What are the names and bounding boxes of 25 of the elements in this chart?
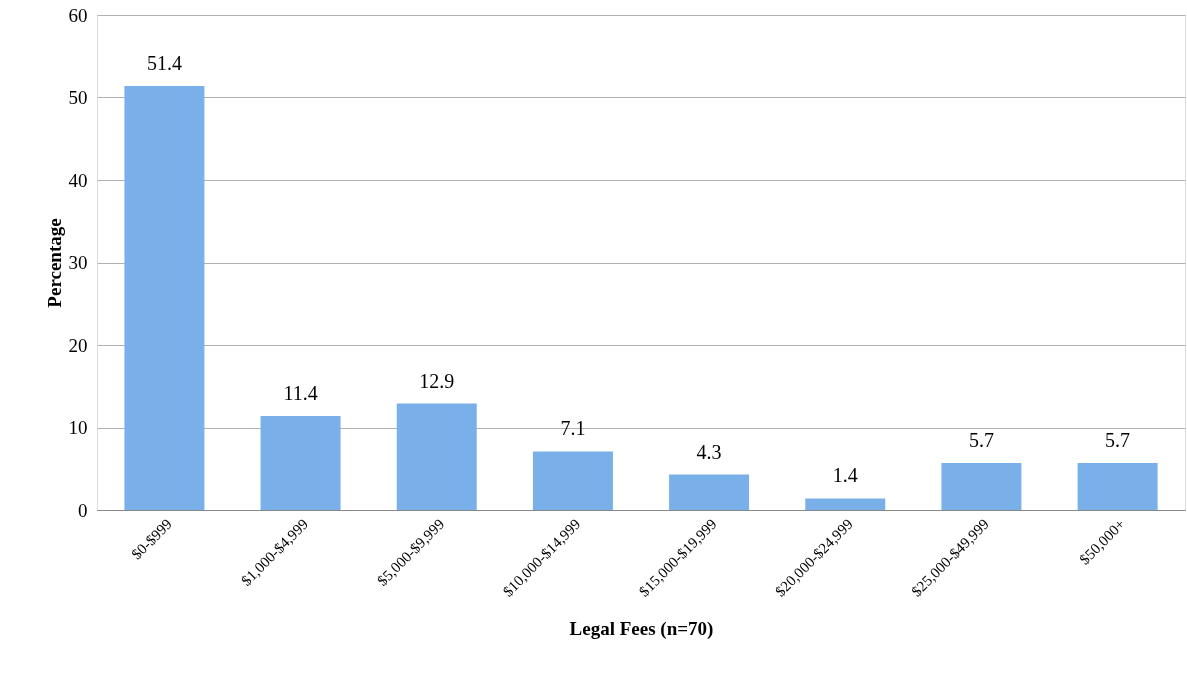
bar: [941, 462, 1022, 510]
x-axis-title: Legal Fees (n=70): [569, 617, 714, 640]
data-label: 11.4: [283, 381, 318, 404]
y-tick-label: 10: [68, 417, 88, 438]
bar: [260, 415, 341, 510]
y-tick-label: 20: [68, 334, 88, 356]
y-tick-label: 60: [68, 4, 88, 26]
data-label: 4.3: [696, 440, 722, 463]
data-label: 5.7: [968, 428, 994, 451]
y-tick-label: 50: [68, 87, 88, 108]
bar: [532, 451, 613, 510]
data-label: 51.4: [146, 51, 182, 74]
y-tick-label: 0: [78, 499, 88, 521]
bar: [805, 498, 886, 510]
data-label: 5.7: [1105, 428, 1131, 451]
bar: [1077, 462, 1158, 510]
data-label: 12.9: [419, 369, 455, 392]
y-tick-label: 30: [68, 252, 88, 273]
data-label: 7.1: [560, 417, 586, 440]
y-axis-title: Percentage: [43, 218, 65, 308]
data-label: 1.4: [832, 464, 858, 487]
bar: [669, 474, 750, 510]
bar: [396, 403, 477, 510]
y-tick-label: 40: [68, 169, 88, 191]
bar: [124, 85, 205, 510]
